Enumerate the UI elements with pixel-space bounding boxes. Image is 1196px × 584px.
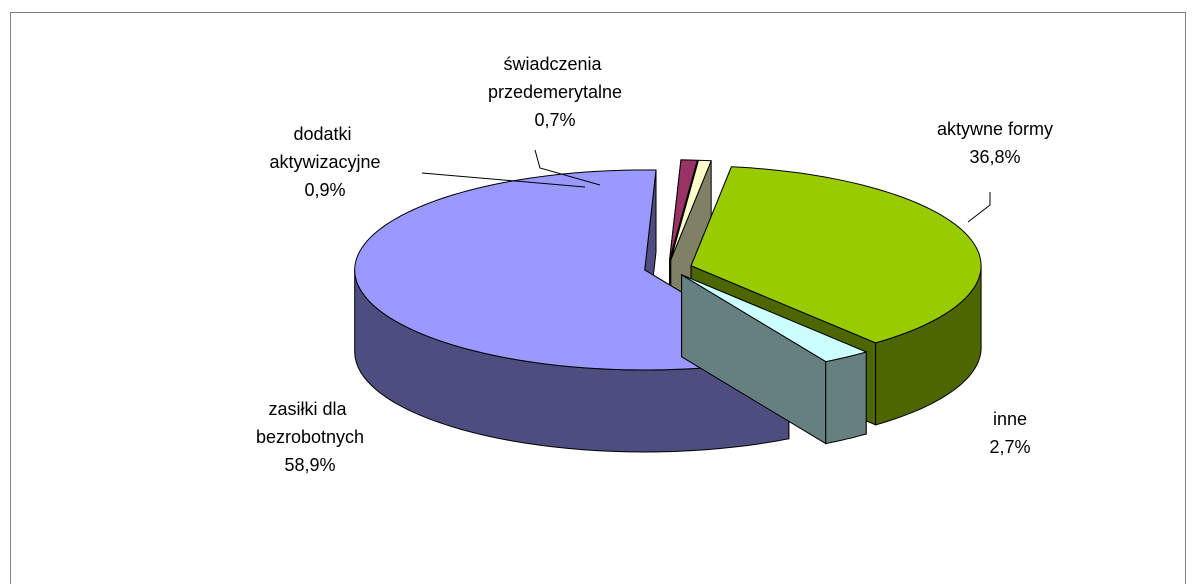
slice-top <box>354 169 791 371</box>
leader-line <box>967 192 991 223</box>
slice-label: dodatki aktywizacyjne <box>269 124 380 172</box>
slice-top <box>681 274 868 363</box>
pie-slice <box>681 273 868 445</box>
slice-value-label: 2,7% <box>989 437 1030 457</box>
slice-value-label: 0,7% <box>534 110 575 130</box>
slice-top <box>669 159 698 260</box>
slice-value-label: 58,9% <box>284 455 335 475</box>
slice-label: świadczenia przedemerytalne <box>488 54 622 102</box>
leader-line <box>534 149 601 186</box>
slice-top <box>690 166 982 344</box>
slice-label: aktywne formy <box>937 119 1053 139</box>
slice-rim <box>825 351 867 445</box>
slice-label: inne <box>993 409 1027 429</box>
slice-label: zasiłki dla bezrobotnych <box>256 399 364 447</box>
slice-value-label: 0,9% <box>304 180 345 200</box>
leader-line <box>421 172 586 188</box>
slice-top <box>670 159 712 260</box>
slice-value-label: 36,8% <box>969 147 1020 167</box>
